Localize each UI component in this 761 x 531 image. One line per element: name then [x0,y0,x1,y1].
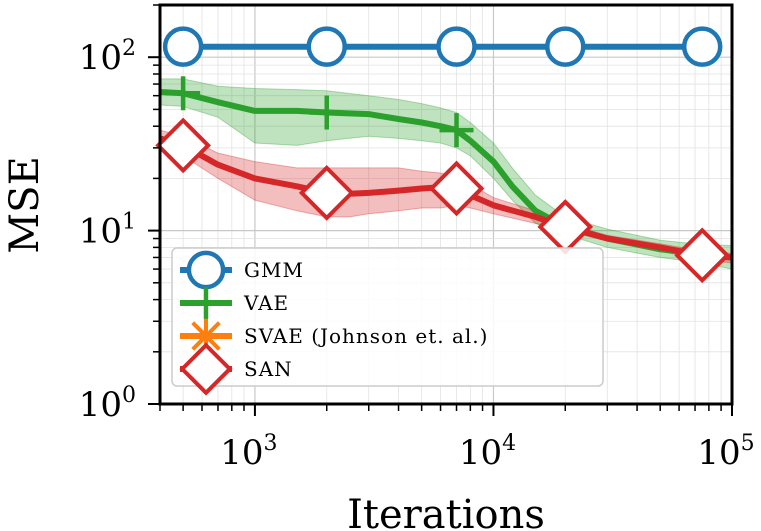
y-tick-label: 102 [79,36,136,78]
legend-box [171,247,604,387]
legend: GMM VAE SVAE (Johnson et. al.) SAN [171,247,604,396]
y-tick-label: 100 [79,383,136,425]
x-tick-label: 104 [459,431,516,473]
y-axis-label: MSE [2,156,48,254]
legend-marker-san [179,342,233,396]
legend-label-vae: VAE [243,291,289,315]
marker-vae [439,113,474,148]
x-axis-label: Iterations [347,492,545,531]
legend-marker-vae [189,286,223,320]
y-tick-label: 101 [79,210,136,252]
marker-gmm [681,26,723,67]
legend-label-san: SAN [244,357,293,381]
marker-vae [166,76,201,111]
marker-san [674,227,731,284]
marker-gmm [436,26,477,67]
marker-gmm [545,26,586,67]
marker-san [428,160,485,217]
tick-labels: 103 104 105 100 101 102 [79,36,755,473]
plot-frame [158,3,734,406]
marker-gmm [306,26,347,67]
band-vae [160,78,732,270]
marker-san [298,165,355,221]
marker-gmm [162,26,204,67]
marker-san [155,117,211,174]
legend-marker-gmm [186,250,226,290]
legend-label-gmm: GMM [244,258,304,282]
x-tick-label: 105 [697,431,754,473]
legend-label-svae: SVAE (Johnson et. al.) [244,324,488,348]
x-tick-label: 103 [220,431,277,473]
marker-vae [309,95,344,130]
